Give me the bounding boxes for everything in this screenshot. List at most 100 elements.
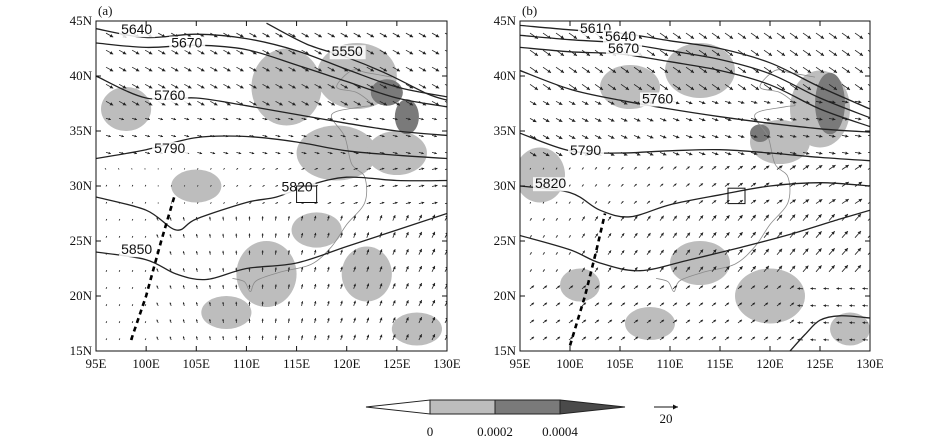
wind-vector-b-193	[582, 217, 585, 221]
wind-vector-b-223	[621, 201, 623, 203]
wind-vector-a-243	[106, 185, 107, 187]
wind-vector-b-469	[660, 50, 668, 56]
wind-vector-b-295	[855, 165, 862, 170]
wind-vector-head	[573, 35, 577, 38]
x-tick-label-b-0: 95E	[510, 356, 531, 371]
wind-vector-a-18	[340, 335, 343, 340]
wind-vector-a-429	[419, 84, 426, 88]
wind-vector-b-203	[712, 215, 716, 220]
wind-vector-a-278	[210, 168, 211, 169]
wind-vector-b-105	[836, 287, 842, 290]
wind-vector-b-369	[764, 118, 770, 121]
wind-vector-a-411	[184, 84, 191, 88]
wind-vector-b-30	[569, 320, 573, 323]
wind-vector-b-331	[621, 135, 627, 138]
wind-vector-a-468	[223, 50, 230, 54]
wind-vector-a-168	[183, 234, 185, 238]
wind-vector-b-80	[862, 304, 868, 307]
wind-vector-b-190	[543, 218, 545, 220]
wind-vector-a-265	[393, 185, 398, 187]
wind-vector-b-381	[569, 101, 575, 104]
wind-vector-a-376	[432, 118, 437, 120]
wind-vector-b-129	[803, 266, 808, 272]
wind-vector-head	[859, 70, 863, 73]
wind-vector-a-171	[222, 234, 224, 238]
wind-vector-b-246	[569, 185, 570, 187]
y-tick-label-b-2: 25N	[494, 233, 517, 248]
wind-vector-b-225	[647, 201, 650, 204]
wind-vector-b-233	[751, 200, 756, 204]
wind-vector-head	[823, 338, 826, 341]
wind-vector-a-226	[236, 202, 238, 203]
wind-vector-a-228	[263, 202, 265, 203]
wind-vector-b-456	[842, 67, 850, 73]
wind-vector-a-165	[145, 236, 146, 238]
wind-vector-b-327	[569, 135, 575, 138]
wind-vector-a-435	[145, 67, 152, 71]
wind-vector-b-194	[595, 216, 598, 220]
wind-vector-head	[586, 70, 590, 73]
wind-vector-b-286	[738, 166, 743, 170]
wind-vector-head	[846, 70, 850, 73]
wind-vector-b-333	[647, 135, 653, 138]
wind-vector-b-81	[530, 286, 534, 289]
x-tick-label-b-4: 115E	[707, 356, 734, 371]
wind-vector-head	[573, 70, 577, 73]
wind-vector-a-501	[302, 33, 309, 37]
wind-vector-b-188	[868, 231, 874, 238]
wind-vector-b-178	[738, 232, 743, 238]
wind-vector-b-156	[803, 249, 808, 255]
wind-vector-shaft	[868, 214, 874, 221]
wind-vector-a-279	[223, 168, 224, 169]
trough-line-a	[131, 197, 174, 340]
wind-vector-head	[797, 321, 800, 324]
wind-vector-a-504	[341, 33, 348, 37]
wind-vector-b-448	[738, 67, 746, 73]
wind-vector-b-488	[556, 33, 564, 39]
wind-vector-b-508	[816, 33, 824, 39]
wind-vector-head	[846, 35, 850, 38]
wind-vector-head	[849, 304, 852, 307]
wind-vector-a-309	[263, 152, 268, 154]
wind-vector-head	[792, 166, 796, 169]
wind-vector-b-174	[686, 233, 690, 238]
wind-vector-b-216	[530, 202, 531, 204]
contour-label-a-3: 5760	[154, 87, 185, 103]
wind-vector-b-422	[751, 84, 759, 90]
wind-vector-head	[534, 87, 538, 90]
wind-vector-head	[677, 35, 681, 38]
wind-vector-b-151	[738, 249, 743, 255]
wind-vector-a-273	[145, 168, 146, 169]
wind-vector-b-215	[868, 214, 874, 221]
wind-vector-b-199	[660, 216, 664, 221]
wind-vector-b-332	[634, 135, 640, 138]
wind-vector-a-307	[236, 152, 241, 154]
wind-vector-a-42	[301, 318, 303, 323]
wind-vector-a-111	[145, 270, 146, 272]
wind-vector-a-285	[302, 168, 305, 170]
wind-vector-a-191	[132, 219, 133, 221]
wind-vector-a-108	[106, 270, 107, 272]
contour-label-b-3: 5760	[642, 91, 673, 107]
wind-vector-b-210	[803, 214, 808, 220]
wind-vector-b-392	[712, 101, 718, 104]
wind-vector-head	[768, 35, 772, 38]
wind-vector-a-438	[184, 67, 191, 71]
wind-vector-b-206	[751, 215, 756, 221]
wind-vector-a-192	[145, 219, 146, 221]
wind-vector-b-502	[738, 33, 746, 39]
wind-vector-b-350	[868, 134, 874, 137]
wind-vector-b-436	[582, 67, 590, 73]
wind-vector-b-164	[556, 235, 558, 237]
wind-vector-b-108	[530, 269, 532, 271]
wind-vector-head	[235, 285, 237, 287]
colorbar-extend-right	[560, 400, 625, 414]
wind-vector-a-41	[288, 318, 290, 323]
wind-vector-head	[742, 87, 746, 90]
wind-vector-a-260	[328, 185, 331, 187]
wind-vector-a-358	[197, 118, 202, 120]
wind-vector-head	[742, 70, 746, 73]
wind-vector-head	[560, 70, 564, 73]
wind-vector-a-3	[145, 338, 146, 340]
wind-vector-a-498	[263, 33, 270, 37]
